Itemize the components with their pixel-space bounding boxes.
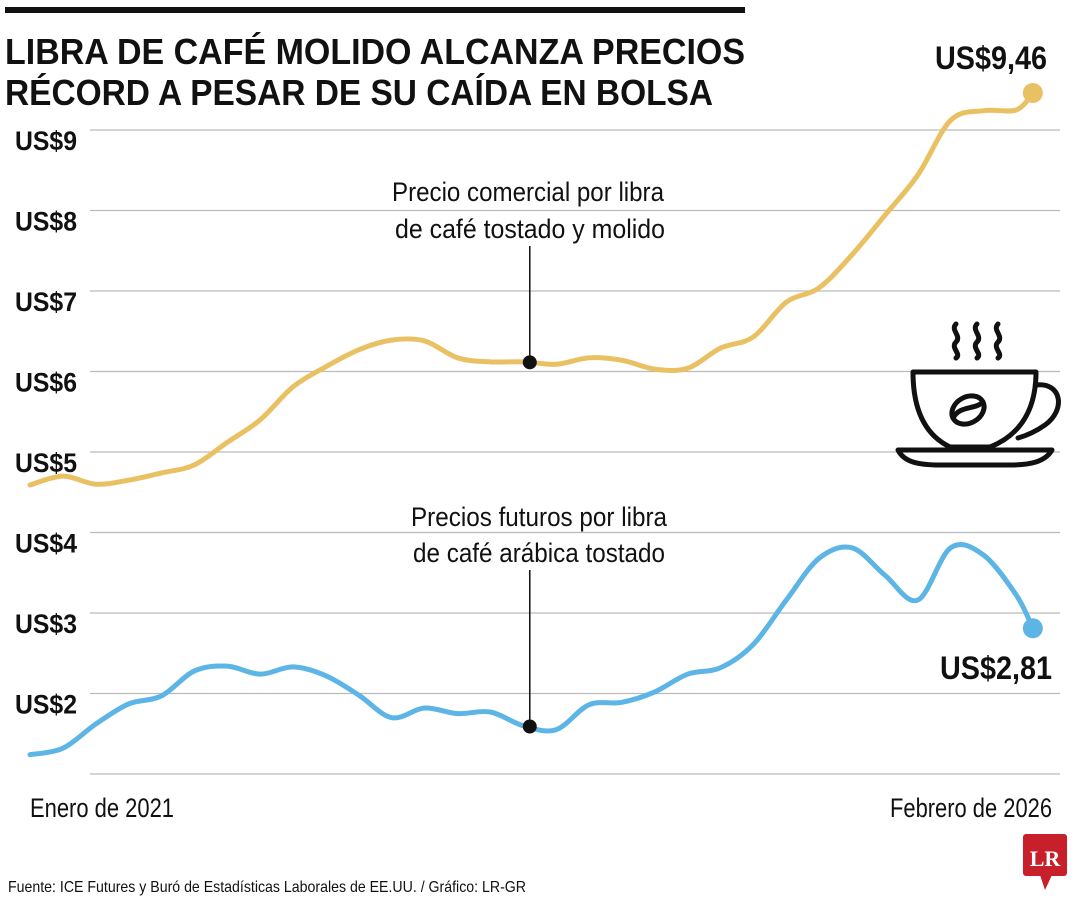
futures-price-end-point <box>1022 618 1043 639</box>
retail-price-end-point <box>1022 82 1043 103</box>
futures-price-annotation-dot <box>522 719 537 734</box>
end-label-futures: US$2,81 <box>940 650 1052 686</box>
x-start-label: Enero de 2021 <box>30 793 174 823</box>
chart-title-line2: RÉCORD A PESAR DE SU CAÍDA EN BOLSA <box>5 72 713 113</box>
annotation-retail-line2: de café tostado y molido <box>395 214 665 244</box>
source-footer: Fuente: ICE Futures y Buró de Estadístic… <box>8 879 526 896</box>
y-tick-label: US$9 <box>15 126 77 156</box>
series-lines <box>27 82 1043 758</box>
annotations: Precio comercial por libra de café tosta… <box>392 177 668 568</box>
annotation-retail-line1: Precio comercial por libra <box>392 177 665 207</box>
annotation-futures-line1: Precios futuros por libra <box>411 502 668 532</box>
lr-logo-icon: LR <box>1023 834 1067 890</box>
y-tick-label: US$8 <box>15 207 77 237</box>
y-tick-label: US$6 <box>15 368 77 398</box>
y-axis-ticks: US$2 US$3 US$4 US$5 US$6 US$7 US$8 US$9 <box>15 126 77 720</box>
annotation-futures-line2: de café arábica tostado <box>413 538 665 568</box>
y-tick-label: US$4 <box>15 529 77 559</box>
y-tick-label: US$2 <box>15 690 77 720</box>
y-tick-label: US$3 <box>15 609 77 639</box>
retail-price-line <box>27 90 1036 488</box>
coffee-cup-icon <box>895 321 1061 468</box>
x-end-label: Febrero de 2026 <box>890 793 1052 823</box>
retail-price-annotation-dot <box>522 355 537 370</box>
chart-title-line1: LIBRA DE CAFÉ MOLIDO ALCANZA PRECIOS <box>5 31 745 72</box>
y-tick-label: US$7 <box>15 287 77 317</box>
futures-price-line <box>27 542 1036 758</box>
y-tick-label: US$5 <box>15 448 77 478</box>
logo-text: LR <box>1030 846 1062 871</box>
gridlines <box>90 129 1060 775</box>
end-label-retail: US$9,46 <box>935 40 1047 76</box>
top-rule <box>5 7 745 13</box>
